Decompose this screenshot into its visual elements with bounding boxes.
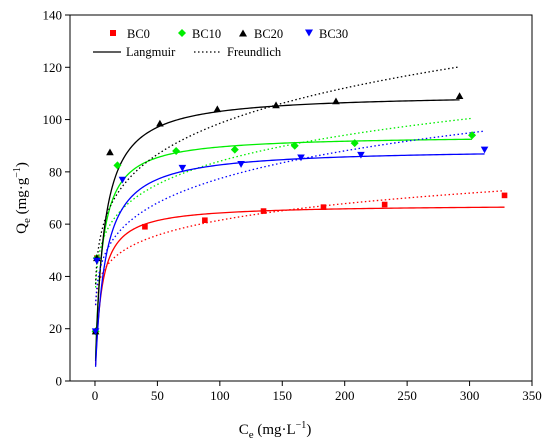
- langmuir-fit-bc10: [94, 138, 473, 359]
- legend-item-freundlich: Freundlich: [194, 45, 282, 59]
- point-bc0: [381, 201, 388, 208]
- point-bc20: [332, 97, 340, 105]
- point-bc0: [142, 223, 148, 230]
- langmuir-fit-bc0: [94, 206, 505, 365]
- legend-item-bc30: BC30: [305, 27, 348, 41]
- langmuir-fit-bc30: [94, 153, 485, 367]
- point-bc20: [156, 119, 164, 127]
- freundlich-fit-bc10: [94, 117, 473, 288]
- y-tick-label: 100: [43, 112, 63, 127]
- x-tick-label: 200: [335, 388, 355, 403]
- point-bc30: [297, 154, 305, 162]
- y-tick-label: 60: [49, 217, 62, 232]
- point-bc0: [320, 204, 327, 210]
- point-bc10: [172, 146, 181, 155]
- x-tick-label: 350: [522, 388, 542, 403]
- plot-frame: [69, 14, 533, 382]
- legend-item-bc20: BC20: [239, 27, 283, 41]
- point-bc10: [113, 161, 122, 170]
- legend: BC0 BC10 BC20 BC30 Langmuir Freundlich: [93, 27, 348, 59]
- point-bc30: [93, 257, 101, 265]
- legend-item-langmuir: Langmuir: [93, 45, 176, 59]
- legend-item-bc0: BC0: [110, 27, 150, 41]
- point-bc30: [357, 151, 365, 159]
- point-bc20: [213, 105, 222, 113]
- point-bc10: [468, 131, 477, 140]
- x-tick-label: 300: [460, 388, 480, 403]
- point-bc10: [290, 141, 299, 150]
- legend-marker-square: [110, 30, 116, 36]
- legend-marker-triangle-up: [239, 29, 247, 37]
- point-bc0: [260, 208, 267, 214]
- legend-item-bc10: BC10: [178, 27, 221, 41]
- x-tick-label: 0: [92, 388, 99, 403]
- point-bc10: [350, 139, 359, 148]
- x-tick-label: 50: [151, 388, 164, 403]
- freundlich-fit-bc20: [94, 66, 460, 285]
- y-tick-label: 40: [49, 269, 62, 284]
- y-tick-label: 120: [43, 60, 63, 75]
- legend-marker-triangle-down: [305, 29, 313, 37]
- point-bc20: [455, 92, 464, 100]
- point-bc10: [230, 145, 239, 154]
- legend-label-bc10: BC10: [192, 27, 221, 41]
- fit-curves: [94, 66, 505, 367]
- legend-label-bc0: BC0: [127, 27, 150, 41]
- y-tick-label: 20: [49, 321, 62, 336]
- point-bc0: [202, 217, 208, 224]
- point-bc30: [118, 176, 127, 184]
- data-points: [91, 92, 508, 336]
- freundlich-fit-bc30: [94, 130, 485, 306]
- axis-ticks: 0 50 100 150 200 250 300 350 0 20 40 60 80 100 120 140: [43, 8, 542, 404]
- point-bc30: [480, 146, 489, 154]
- legend-label-bc30: BC30: [319, 27, 348, 41]
- x-axis-title: Ce (mg·L−1): [239, 420, 312, 441]
- point-bc0: [501, 192, 508, 199]
- point-bc20: [272, 101, 280, 109]
- y-tick-label: 80: [49, 164, 62, 179]
- y-tick-label: 0: [56, 374, 63, 389]
- y-tick-label: 140: [43, 8, 63, 23]
- point-bc30: [91, 328, 100, 336]
- point-bc30: [178, 164, 187, 172]
- y-axis-title: Qe (mg·g−1): [12, 162, 33, 234]
- point-bc20: [106, 148, 114, 156]
- legend-label-freundlich: Freundlich: [227, 45, 282, 59]
- x-tick-label: 250: [397, 388, 417, 403]
- point-bc30: [237, 161, 245, 168]
- legend-label-langmuir: Langmuir: [126, 45, 176, 59]
- langmuir-fit-bc20: [94, 99, 460, 361]
- x-tick-label: 100: [210, 388, 230, 403]
- x-tick-label: 150: [273, 388, 293, 403]
- legend-label-bc20: BC20: [254, 27, 283, 41]
- legend-marker-diamond: [178, 29, 186, 37]
